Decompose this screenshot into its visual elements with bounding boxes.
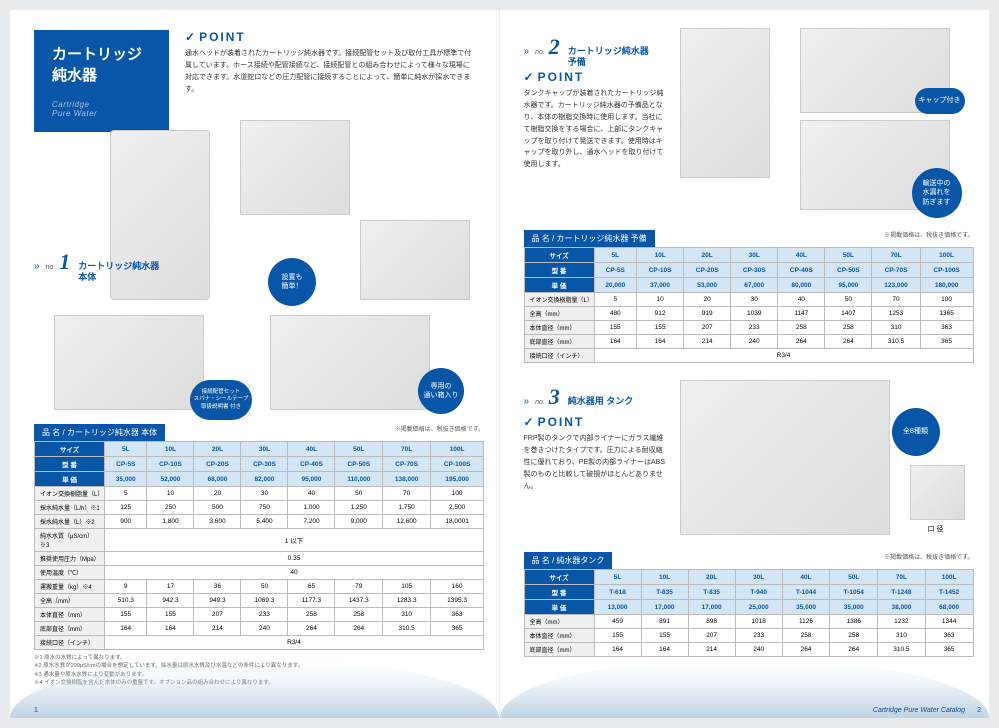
catalog-spread: カートリッジ 純水器 Cartridge Pure Water POINT 通水… — [10, 10, 989, 718]
bubble-seal: 輸送中の 水漏れを 防ぎます — [912, 168, 962, 218]
point-text-3: FRP製のタンクで内部ライナーにガラス繊維を巻きつけたタイプです。圧力による耐収… — [524, 433, 669, 492]
table-2: サイズ5L10L20L30L40L50L70L100L型 番CP-5SCP-10… — [524, 247, 974, 363]
bubble-install: 設置も 簡単！ — [268, 258, 316, 306]
product-image-detail-1 — [240, 120, 350, 215]
page-1: カートリッジ 純水器 Cartridge Pure Water POINT 通水… — [10, 10, 500, 718]
table-1-note: ※掲載価格は、税抜き価格です。 — [395, 424, 484, 433]
spare-image-1 — [680, 28, 770, 178]
footer-text: Cartridge Pure Water Catalog — [873, 707, 965, 714]
box-image — [270, 315, 430, 410]
table-1: サイズ5L10L20L30L40L50L70L100L型 番CP-5SCP-10… — [34, 441, 484, 650]
point-text-2: タンクキャップが装着されたカートリッジ純水器です。カートリッジ純水器の予備品とな… — [524, 88, 669, 171]
page-num-2: 2 — [977, 707, 981, 714]
product-image-detail-2 — [360, 220, 470, 300]
table-1-container: 品 名 / カートリッジ純水器 本体 ※掲載価格は、税抜き価格です。 サイズ5L… — [34, 422, 484, 687]
table-3-container: 品 名 / 純水器タンク ※掲載価格は、税抜き価格です。 サイズ5L10L20L… — [524, 550, 974, 657]
page-2: no. 2 カートリッジ純水器 予備 キャップ付き 輸送中の 水漏れを 防ぎます… — [500, 10, 990, 718]
table-3-title: 品 名 / 純水器タンク — [524, 552, 613, 569]
bubble-box: 専用の 通い箱入り — [418, 368, 464, 414]
subtitle-en: Cartridge Pure Water — [52, 100, 151, 118]
table-3-note: ※掲載価格は、税抜き価格です。 — [884, 552, 973, 561]
point-heading-2: POINT — [524, 70, 669, 84]
title-box: カートリッジ 純水器 Cartridge Pure Water — [34, 30, 169, 132]
section-1-num: no. 1 カートリッジ純水器 本体 — [34, 249, 159, 283]
table-2-note: ※掲載価格は、税抜き価格です。 — [884, 230, 973, 239]
main-title: カートリッジ 純水器 — [52, 44, 151, 86]
point-text-1: 通水ヘッドが装着されたカートリッジ純水器です。接続配管セット及び取付工具が標準で… — [185, 48, 475, 96]
section-2-num: no. 2 カートリッジ純水器 予備 — [524, 34, 649, 68]
tank-port-image — [910, 465, 965, 520]
table-2-container: 品 名 / カートリッジ純水器 予備 ※掲載価格は、税抜き価格です。 サイズ5L… — [524, 228, 974, 363]
section-3-num: no. 3 純水器用 タンク — [524, 384, 634, 410]
page-num-1: 1 — [34, 707, 38, 714]
point-heading-3: POINT — [524, 415, 669, 429]
port-caption: 口 径 — [928, 524, 944, 534]
tank-lineup-image — [680, 380, 890, 535]
table-2-title: 品 名 / カートリッジ純水器 予備 — [524, 230, 655, 247]
bubble-8types: 全8種類 — [892, 408, 940, 456]
bubble-accessories: 接続配管セット スパナ・シールテープ 取扱説明書 付き — [190, 380, 252, 420]
bubble-cap: キャップ付き — [915, 88, 965, 114]
table-3: サイズ5L10L20L30L40L50L70L100L型 番T-618T-835… — [524, 569, 974, 657]
point-heading-1: POINT — [185, 30, 475, 44]
accessories-image — [54, 315, 204, 410]
table-1-title: 品 名 / カートリッジ純水器 本体 — [34, 424, 165, 441]
